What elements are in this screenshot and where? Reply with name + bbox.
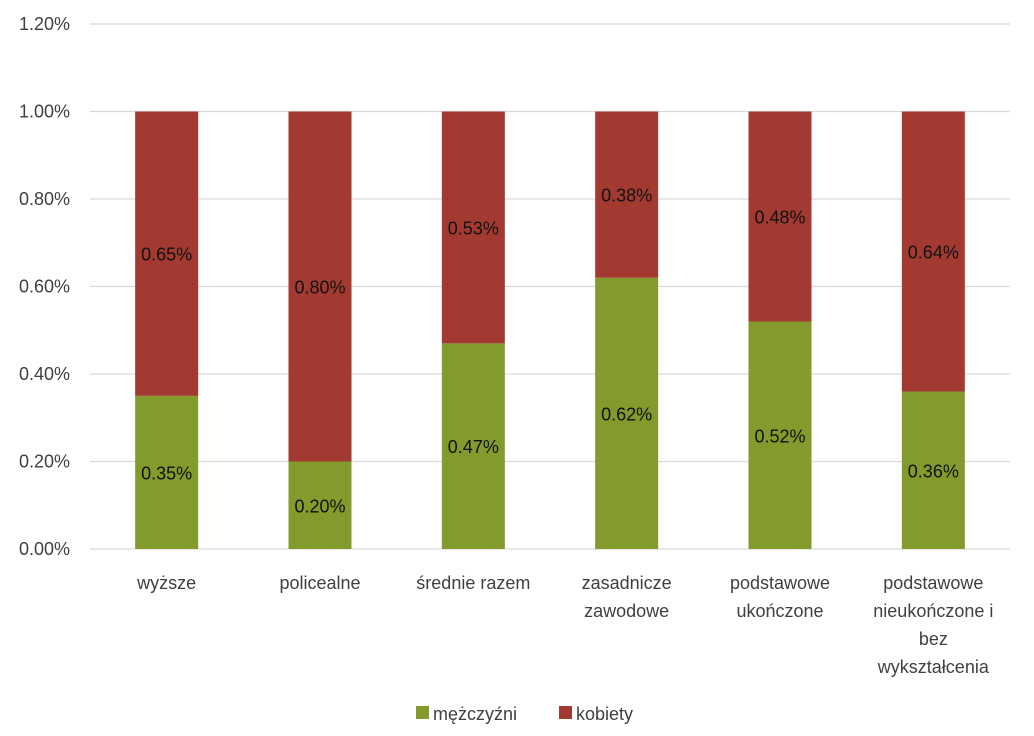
category-label-line: średnie razem bbox=[416, 573, 530, 593]
bar-segment-mezczyzni bbox=[901, 391, 965, 549]
category-label-line: zasadnicze bbox=[582, 573, 672, 593]
bar-segment-kobiety bbox=[288, 111, 352, 462]
data-label: 0.36% bbox=[908, 461, 959, 481]
y-tick-label: 0.80% bbox=[19, 189, 70, 209]
y-tick-label: 1.20% bbox=[19, 14, 70, 34]
category-label-line: policealne bbox=[279, 573, 360, 593]
y-tick-label: 0.60% bbox=[19, 277, 70, 297]
data-label: 0.53% bbox=[448, 218, 499, 238]
bar-segment-kobiety bbox=[135, 111, 199, 396]
bar-segment-mezczyzni bbox=[595, 277, 659, 549]
data-label: 0.47% bbox=[448, 437, 499, 457]
category-label-line: podstawowe bbox=[883, 573, 983, 593]
bar-segment-kobiety bbox=[901, 111, 965, 392]
y-axis-tick-labels: 0.00% 0.20% 0.40% 0.60% 0.80% 1.00% 1.20% bbox=[19, 14, 70, 559]
y-tick-label: 1.00% bbox=[19, 102, 70, 122]
data-label: 0.65% bbox=[141, 245, 192, 265]
legend: mężczyźni kobiety bbox=[416, 704, 633, 724]
category-label: podstawowe ukończone bbox=[730, 573, 830, 621]
category-label-line: podstawowe bbox=[730, 573, 830, 593]
y-tick-label: 0.40% bbox=[19, 364, 70, 384]
category-label: wyższe bbox=[136, 573, 196, 593]
bar-segment-mezczyzni bbox=[748, 321, 812, 549]
bar-segment-mezczyzni bbox=[135, 395, 199, 549]
data-label: 0.52% bbox=[754, 426, 805, 446]
category-label-line: nieukończone i bbox=[873, 601, 993, 621]
data-label: 0.48% bbox=[754, 208, 805, 228]
legend-swatch-kobiety bbox=[559, 706, 572, 719]
category-label: podstawowe nieukończone i bez wykształcenia bbox=[873, 573, 993, 677]
data-labels: 0.35% 0.65% 0.20% 0.80% 0.47% 0.53% 0.62% 0.38%… bbox=[141, 186, 959, 517]
x-axis-category-labels: wyższe policealne średnie razem zasadnicze z… bbox=[136, 573, 993, 677]
data-label: 0.64% bbox=[908, 243, 959, 263]
data-label: 0.62% bbox=[601, 404, 652, 424]
bar-segment-mezczyzni bbox=[288, 461, 352, 549]
category-label: zasadnicze zawodowe bbox=[582, 573, 672, 621]
bar-segment-kobiety bbox=[748, 111, 812, 322]
category-label-line: bez bbox=[919, 629, 948, 649]
bars bbox=[135, 111, 965, 549]
bar-segment-mezczyzni bbox=[441, 343, 505, 549]
y-tick-label: 0.00% bbox=[19, 539, 70, 559]
legend-label-kobiety: kobiety bbox=[576, 704, 633, 724]
category-label: średnie razem bbox=[416, 573, 530, 593]
y-tick-label: 0.20% bbox=[19, 452, 70, 472]
data-label: 0.38% bbox=[601, 186, 652, 206]
category-label-line: wyższe bbox=[136, 573, 196, 593]
legend-label-mezczyzni: mężczyźni bbox=[433, 704, 517, 724]
legend-swatch-mezczyzni bbox=[416, 706, 429, 719]
bar-segment-kobiety bbox=[441, 111, 505, 344]
data-label: 0.20% bbox=[294, 496, 345, 516]
category-label-line: zawodowe bbox=[584, 601, 669, 621]
category-label-line: wykształcenia bbox=[877, 657, 990, 677]
category-label-line: ukończone bbox=[736, 601, 823, 621]
data-label: 0.80% bbox=[294, 278, 345, 298]
gridlines bbox=[90, 23, 1010, 550]
data-label: 0.35% bbox=[141, 463, 192, 483]
bar-segment-kobiety bbox=[595, 111, 659, 278]
category-label: policealne bbox=[279, 573, 360, 593]
